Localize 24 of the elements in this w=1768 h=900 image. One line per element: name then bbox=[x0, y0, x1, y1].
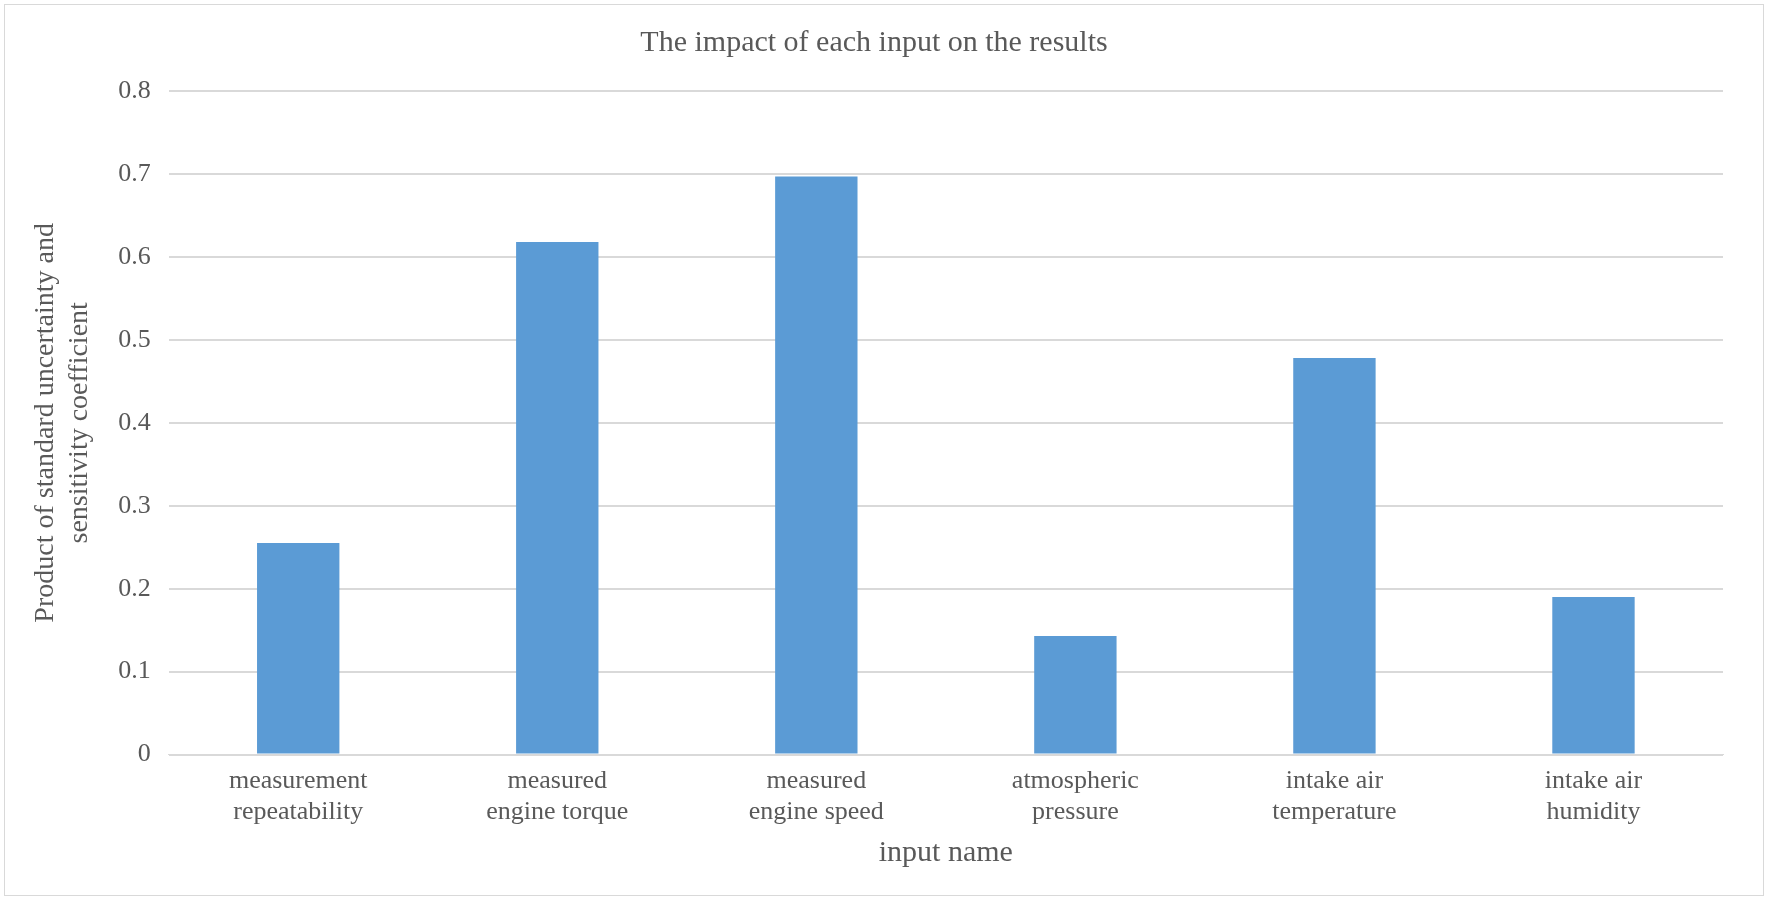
y-tick-label: 0.6 bbox=[118, 240, 151, 270]
y-tick-label: 0.8 bbox=[118, 74, 151, 104]
chart-title: The impact of each input on the results bbox=[640, 23, 1108, 57]
bar bbox=[775, 176, 858, 754]
bar bbox=[1034, 635, 1117, 754]
y-tick-label: 0.4 bbox=[118, 406, 151, 436]
x-tick-label: measured engine speed bbox=[748, 765, 884, 826]
x-tick-label: intake air temperature bbox=[1272, 765, 1397, 826]
y-tick-label: 0.2 bbox=[118, 572, 151, 602]
x-axis-title: input name bbox=[878, 833, 1013, 867]
y-tick-label: 0.5 bbox=[118, 323, 151, 353]
x-tick-label: intake air humidity bbox=[1544, 765, 1643, 826]
y-tick-label: 0.1 bbox=[118, 655, 151, 685]
bar bbox=[516, 241, 599, 754]
x-tick-label: measured engine torque bbox=[486, 765, 629, 826]
y-tick-label: 0.7 bbox=[118, 157, 151, 187]
bar bbox=[1293, 358, 1376, 754]
bar bbox=[1552, 597, 1635, 754]
bar bbox=[257, 543, 340, 754]
y-tick-label: 0.3 bbox=[118, 489, 151, 519]
y-axis-title: Product of standard uncertainty and sensitivity coefficient bbox=[28, 222, 93, 623]
x-tick-label: atmospheric pressure bbox=[1011, 765, 1139, 826]
x-tick-label: measurement repeatability bbox=[228, 765, 369, 826]
y-tick-label: 0 bbox=[137, 738, 151, 768]
